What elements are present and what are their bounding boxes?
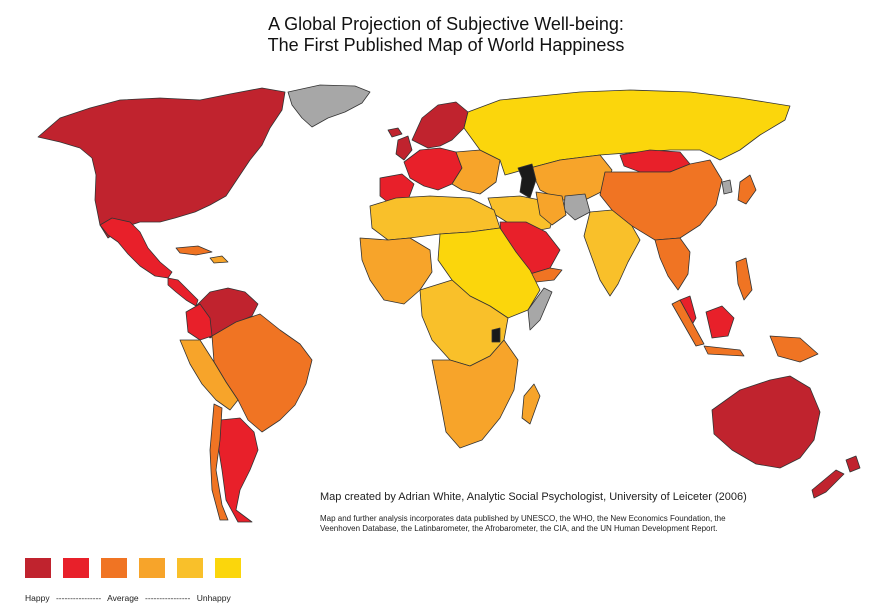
- region-india: [583, 209, 641, 297]
- legend-swatch-2: [63, 558, 89, 578]
- title-line-2: The First Published Map of World Happine…: [267, 35, 625, 55]
- region-chile: [209, 403, 229, 521]
- region-russia: [463, 89, 791, 176]
- region-central-america: [167, 277, 199, 307]
- legend-swatch-3: [101, 558, 127, 578]
- region-madagascar: [521, 383, 541, 425]
- title-line-1: A Global Projection of Subjective Well-b…: [268, 14, 624, 34]
- region-cuba: [175, 245, 213, 256]
- region-australia: [711, 375, 821, 469]
- region-southern-africa: [431, 339, 519, 449]
- region-philippines: [735, 257, 753, 301]
- region-borneo: [705, 305, 735, 339]
- region-hispaniola: [209, 255, 229, 264]
- legend-dash-2: ----------------: [145, 593, 191, 603]
- map-credit: Map created by Adrian White, Analytic So…: [320, 491, 747, 503]
- region-indonesia: [703, 345, 745, 357]
- region-mexico: [99, 217, 173, 279]
- legend-swatch-6: [215, 558, 241, 578]
- region-other-black: [517, 163, 537, 199]
- region-uk: [395, 135, 413, 161]
- region-greenland: [287, 84, 371, 128]
- legend-label-happy: Happy: [25, 593, 50, 603]
- region-afghanistan: [563, 193, 591, 221]
- region-scandinavia: [411, 101, 469, 149]
- region-argentina: [217, 417, 259, 523]
- legend-swatch-1: [25, 558, 51, 578]
- data-sources-note: Map and further analysis incorporates da…: [320, 514, 726, 533]
- region-black-spot-africa: [491, 327, 501, 343]
- region-sumatra: [671, 299, 705, 347]
- region-brazil: [211, 313, 313, 433]
- legend-swatch-4: [139, 558, 165, 578]
- region-new-zealand-north: [845, 455, 861, 473]
- region-new-guinea: [769, 335, 819, 363]
- legend-dash-1: ----------------: [55, 593, 102, 603]
- region-iceland: [387, 127, 403, 138]
- legend-labels: Happy ---------------- Average ---------…: [25, 593, 235, 603]
- legend-label-average: Average: [107, 593, 139, 603]
- region-andes: [179, 339, 239, 411]
- region-japan: [737, 174, 757, 205]
- region-iran: [535, 191, 567, 226]
- region-southeast-asia: [654, 237, 691, 291]
- region-korea: [721, 179, 733, 195]
- region-somalia: [527, 287, 553, 331]
- legend-swatch-5: [177, 558, 203, 578]
- legend-label-unhappy: Unhappy: [196, 593, 231, 603]
- region-new-zealand: [811, 469, 845, 499]
- map-title: A Global Projection of Subjective Well-b…: [0, 14, 892, 56]
- region-north-america: [37, 87, 286, 239]
- legend-swatches: [25, 558, 241, 578]
